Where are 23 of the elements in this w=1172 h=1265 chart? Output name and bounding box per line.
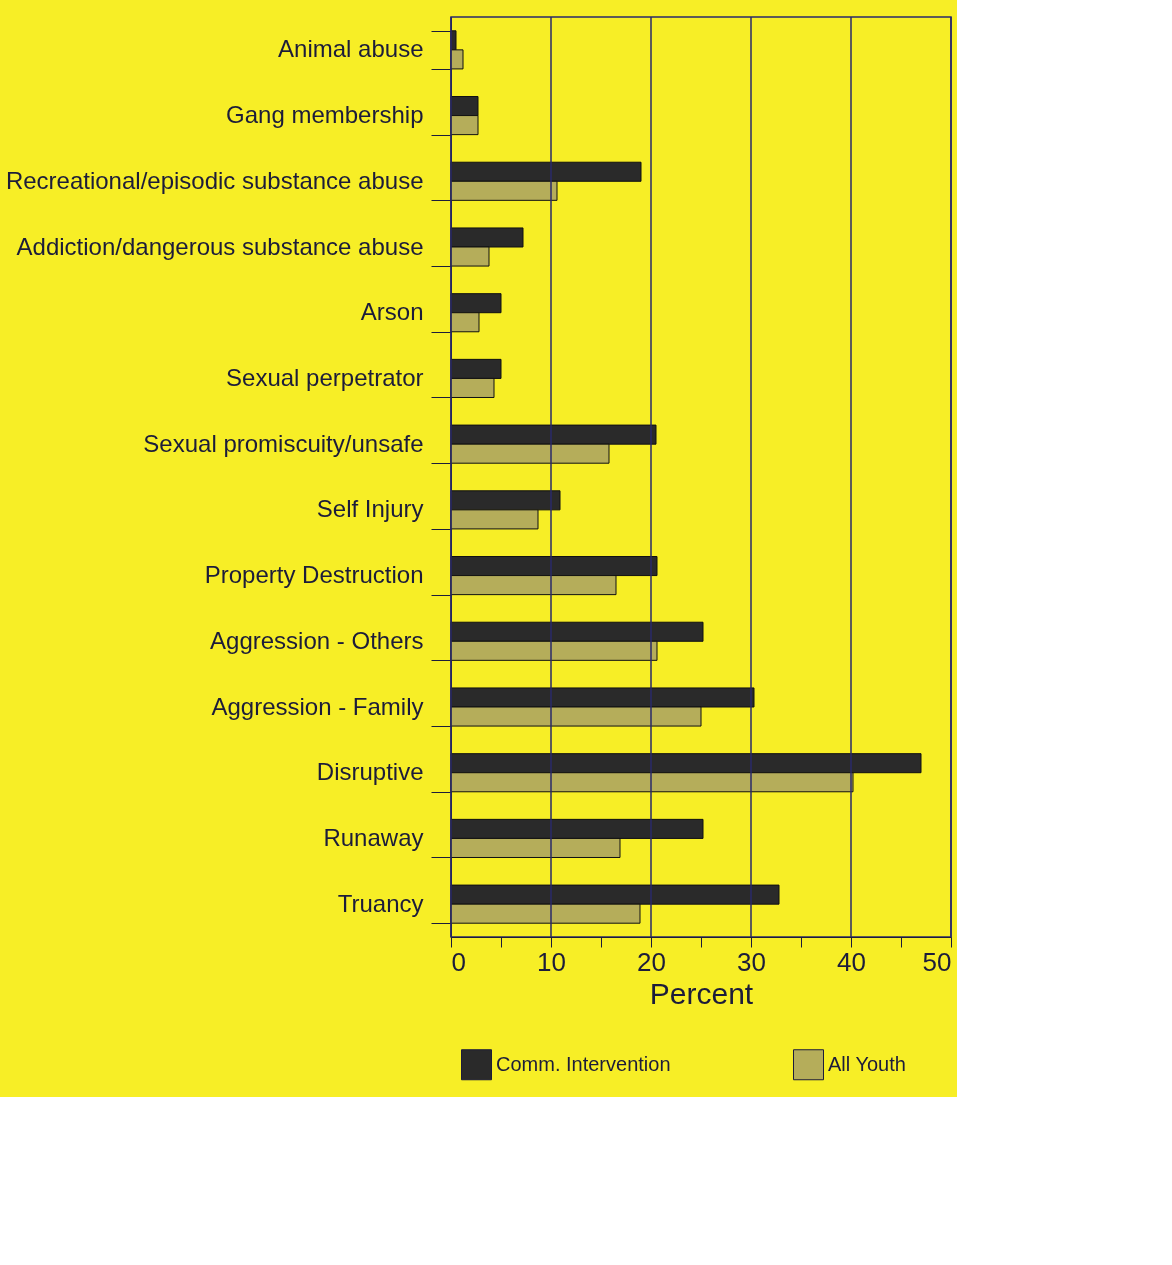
y-tick-label: Aggression - Family xyxy=(211,692,424,720)
x-tick-label: 20 xyxy=(637,946,666,977)
x-tick-label: 50 xyxy=(922,946,952,977)
y-tick-label: Gang membership xyxy=(226,101,424,129)
y-tick-label: Self Injury xyxy=(316,495,424,523)
y-tick-label: Arson xyxy=(360,298,424,326)
y-tick-label: Sexual promiscuity/unsafe xyxy=(143,429,424,457)
y-tick-label: Runaway xyxy=(323,823,424,851)
y-tick-label: Addiction/dangerous substance abuse xyxy=(16,232,424,260)
legend-label: Comm. Intervention xyxy=(496,1052,671,1075)
y-tick-label: Truancy xyxy=(337,889,424,917)
y-tick-label: Disruptive xyxy=(316,758,424,786)
legend-label: All Youth xyxy=(828,1052,906,1075)
y-tick-label: Animal abuse xyxy=(278,35,424,63)
x-tick-label: 30 xyxy=(737,946,766,977)
y-tick-label: Recreational/episodic substance abuse xyxy=(5,166,424,194)
x-tick-label: 0 xyxy=(451,946,466,977)
y-tick-label: Sexual perpetrator xyxy=(226,363,424,391)
y-tick-label: Aggression - Others xyxy=(210,626,424,654)
x-tick-label: 10 xyxy=(537,946,566,977)
x-axis-title: Percent xyxy=(649,976,754,1010)
y-tick-label: Property Destruction xyxy=(204,561,424,589)
x-tick-label: 40 xyxy=(837,946,866,977)
